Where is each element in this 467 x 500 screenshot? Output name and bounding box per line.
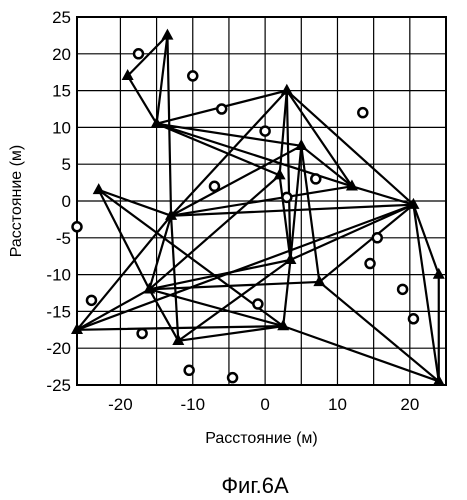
- circle-point: [183, 364, 195, 377]
- circle-point: [396, 283, 409, 296]
- triangle-point: [71, 322, 83, 334]
- circle-point: [371, 232, 384, 244]
- y-tick-label: 20: [52, 45, 71, 64]
- triangle-point: [172, 334, 185, 346]
- link-line: [148, 288, 180, 342]
- tick-labels: -20 -10 0 10 20 -25 -20 -15 -10 -5 0 5 10 15 20 25: [46, 8, 419, 414]
- plot-frame: [76, 16, 447, 386]
- link-line: [282, 258, 292, 328]
- link-line: [289, 203, 415, 261]
- link-line: [155, 122, 281, 177]
- y-tick-label: -10: [46, 266, 71, 285]
- triangle-point: [432, 267, 445, 279]
- triangle-point: [295, 138, 308, 150]
- circle-point: [136, 327, 148, 340]
- triangle-point: [150, 116, 163, 128]
- y-tick-label: 0: [62, 192, 71, 211]
- link-line: [350, 185, 415, 206]
- link-line: [300, 144, 354, 188]
- x-tick-label: -10: [180, 395, 205, 414]
- x-axis-label: Расстояние (м): [205, 430, 318, 447]
- link-line: [278, 89, 288, 177]
- triangle-point: [273, 168, 286, 180]
- y-tick-label: -20: [46, 339, 71, 358]
- link-line: [155, 122, 354, 188]
- circle-point: [407, 313, 420, 325]
- y-tick-label: 15: [52, 82, 71, 101]
- triangle-point: [165, 208, 178, 220]
- y-tick-label: 10: [52, 118, 71, 137]
- link-line: [75, 203, 415, 331]
- link-line: [75, 288, 151, 331]
- link-line: [285, 89, 354, 188]
- link-line: [126, 34, 169, 77]
- link-line: [126, 74, 158, 125]
- y-tick-label: 25: [52, 8, 71, 27]
- triangle-point: [161, 28, 174, 40]
- link-line: [97, 188, 173, 217]
- triangle-point: [143, 282, 156, 294]
- circle-point: [71, 221, 83, 233]
- circle-point: [215, 103, 228, 115]
- link-line: [169, 214, 180, 342]
- triangle-point: [407, 197, 420, 209]
- triangle-point: [121, 69, 134, 81]
- y-tick-label: -15: [46, 302, 71, 321]
- x-tick-label: -20: [108, 395, 133, 414]
- link-line: [148, 214, 173, 291]
- x-tick-label: 0: [260, 395, 269, 414]
- link-line: [285, 89, 415, 206]
- y-axis-label: Расстояние (м): [8, 145, 25, 258]
- link-line: [75, 214, 173, 331]
- link-line: [278, 174, 292, 261]
- link-line: [412, 203, 440, 383]
- triangle-point: [313, 275, 326, 287]
- link-line: [75, 325, 285, 331]
- link-line: [177, 325, 285, 342]
- link-line: [412, 203, 440, 276]
- link-line: [148, 258, 292, 291]
- triangle-point: [432, 374, 445, 386]
- circle-point: [281, 191, 293, 204]
- triangle-point: [277, 319, 290, 331]
- circle-point: [252, 298, 264, 310]
- triangle-point: [92, 183, 105, 195]
- triangle-point: [280, 83, 293, 95]
- circle-point: [259, 125, 271, 137]
- links: [75, 34, 440, 383]
- link-line: [155, 122, 303, 147]
- link-line: [289, 144, 303, 261]
- circle-point: [187, 70, 199, 82]
- x-tick-label: 10: [328, 395, 347, 414]
- y-tick-label: 5: [62, 155, 71, 174]
- link-line: [97, 188, 151, 291]
- y-tick-label: -25: [46, 376, 71, 395]
- circle-point: [357, 106, 369, 119]
- figure-caption: Фиг.6А: [221, 473, 289, 498]
- link-line: [300, 144, 321, 284]
- link-line: [318, 203, 415, 284]
- circle-point: [364, 257, 376, 270]
- link-line: [169, 203, 415, 217]
- circle-point: [132, 48, 145, 60]
- link-line: [282, 325, 440, 383]
- link-line: [169, 185, 354, 217]
- circle-point: [208, 180, 221, 193]
- link-line: [169, 144, 303, 217]
- y-tick-label: -5: [56, 229, 71, 248]
- link-line: [148, 288, 285, 328]
- triangle-point: [345, 179, 358, 191]
- link-line: [148, 174, 281, 291]
- markers: [71, 28, 445, 386]
- link-line: [318, 280, 440, 383]
- circle-point: [226, 371, 239, 384]
- link-line: [285, 89, 292, 261]
- link-line: [148, 280, 321, 291]
- triangle-point: [284, 253, 297, 265]
- circle-point: [85, 294, 98, 307]
- link-line: [155, 34, 169, 125]
- x-tick-label: 20: [400, 395, 419, 414]
- circle-point: [310, 173, 322, 185]
